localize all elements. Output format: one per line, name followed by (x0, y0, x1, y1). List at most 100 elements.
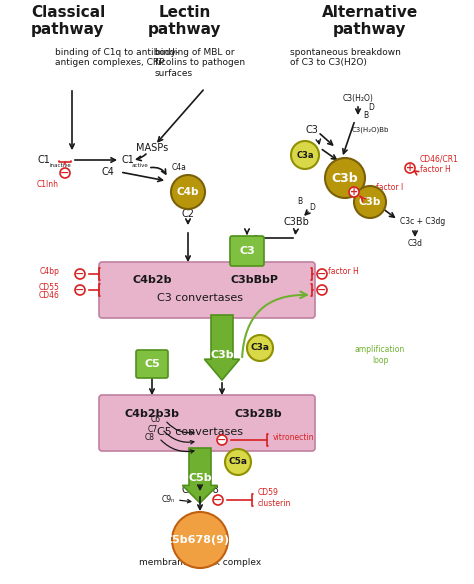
Text: factor H: factor H (328, 267, 359, 276)
FancyBboxPatch shape (99, 262, 315, 318)
Text: C8: C8 (145, 433, 155, 443)
Text: −: − (317, 269, 327, 279)
Text: C5b678(9)ₙ: C5b678(9)ₙ (165, 535, 235, 545)
Text: C3(H₂O): C3(H₂O) (343, 93, 374, 103)
Text: factor I: factor I (376, 182, 403, 192)
Text: C5: C5 (144, 359, 160, 369)
Text: +: + (406, 163, 414, 173)
FancyArrowPatch shape (414, 171, 419, 175)
FancyArrowPatch shape (320, 134, 333, 145)
Circle shape (247, 335, 273, 361)
Text: CD55: CD55 (39, 283, 60, 293)
Text: C4a: C4a (172, 164, 187, 172)
FancyArrowPatch shape (242, 291, 307, 357)
FancyBboxPatch shape (136, 350, 168, 378)
Text: inactive: inactive (50, 163, 72, 168)
Circle shape (291, 141, 319, 169)
Text: CD59
clusterin: CD59 clusterin (258, 488, 292, 507)
Text: C3b: C3b (332, 172, 358, 185)
Text: C4b2b3b: C4b2b3b (125, 409, 180, 419)
Text: Alternative
pathway: Alternative pathway (322, 5, 418, 37)
FancyArrowPatch shape (180, 499, 191, 503)
Circle shape (354, 186, 386, 218)
FancyArrowPatch shape (245, 229, 249, 234)
Circle shape (225, 449, 251, 475)
Text: vitronectin: vitronectin (273, 433, 315, 443)
Text: B: B (298, 197, 302, 207)
Text: C5a: C5a (228, 457, 247, 467)
FancyArrowPatch shape (151, 168, 166, 174)
Circle shape (75, 285, 85, 295)
FancyArrowPatch shape (150, 379, 154, 394)
FancyArrowPatch shape (164, 431, 194, 444)
FancyBboxPatch shape (230, 236, 264, 266)
Circle shape (217, 435, 227, 445)
Text: C3b2Bb: C3b2Bb (234, 409, 282, 419)
Text: D: D (368, 103, 374, 113)
Text: binding of C1q to antibody-
antigen complexes, CRP: binding of C1q to antibody- antigen comp… (55, 48, 179, 67)
FancyArrowPatch shape (161, 440, 194, 453)
Text: C2: C2 (182, 209, 194, 219)
Circle shape (172, 512, 228, 568)
Text: binding of MBL or
ficolins to pathogen
surfaces: binding of MBL or ficolins to pathogen s… (155, 48, 245, 78)
Text: C3(H₂O)Bb: C3(H₂O)Bb (352, 127, 389, 133)
Text: C1Inh: C1Inh (37, 180, 59, 189)
Text: C3a: C3a (296, 151, 314, 159)
Circle shape (349, 187, 359, 197)
Text: C4: C4 (101, 167, 114, 177)
Text: C3bBbP: C3bBbP (231, 275, 279, 285)
FancyArrowPatch shape (322, 150, 336, 159)
Text: +: + (350, 187, 358, 197)
FancyArrowPatch shape (70, 91, 74, 148)
Text: CD46/CR1
factor H: CD46/CR1 factor H (420, 154, 459, 173)
Text: membrane attack complex: membrane attack complex (139, 558, 261, 567)
FancyArrowPatch shape (186, 219, 190, 223)
FancyArrowPatch shape (413, 231, 417, 235)
FancyArrowPatch shape (186, 233, 190, 260)
Text: amplification
loop: amplification loop (355, 345, 405, 364)
FancyArrowPatch shape (245, 259, 249, 264)
FancyBboxPatch shape (99, 395, 315, 451)
FancyArrowPatch shape (384, 210, 394, 217)
Text: C4bp: C4bp (40, 267, 60, 276)
Circle shape (325, 158, 365, 198)
Circle shape (317, 269, 327, 279)
FancyArrowPatch shape (316, 139, 320, 144)
Text: C5 convertases: C5 convertases (157, 427, 243, 437)
Text: Lectin
pathway: Lectin pathway (148, 5, 222, 37)
Circle shape (213, 495, 223, 505)
Text: CD46: CD46 (39, 290, 60, 300)
Text: C9ₙ: C9ₙ (162, 495, 175, 505)
FancyArrowPatch shape (294, 229, 298, 234)
Text: spontaneous breakdown
of C3 to C3(H2O): spontaneous breakdown of C3 to C3(H2O) (290, 48, 401, 67)
Text: C1: C1 (37, 155, 50, 165)
Text: C1: C1 (122, 155, 135, 165)
Text: C3a: C3a (250, 343, 270, 353)
Text: C7: C7 (148, 425, 158, 433)
FancyArrowPatch shape (137, 154, 146, 161)
FancyArrowPatch shape (343, 123, 354, 154)
Text: C3d: C3d (408, 239, 422, 249)
FancyArrowPatch shape (123, 172, 163, 182)
Text: C3: C3 (306, 125, 319, 135)
FancyArrow shape (182, 448, 218, 503)
Text: C3b: C3b (210, 350, 234, 360)
Text: active: active (132, 163, 149, 168)
Text: C6: C6 (151, 415, 161, 425)
Circle shape (60, 168, 70, 178)
FancyArrowPatch shape (360, 196, 365, 201)
FancyArrowPatch shape (158, 90, 203, 141)
Text: C3b: C3b (359, 197, 381, 207)
Text: C4b: C4b (177, 187, 199, 197)
FancyArrowPatch shape (75, 158, 115, 162)
Text: C5b: C5b (188, 473, 212, 483)
Text: B: B (363, 110, 368, 120)
Circle shape (317, 285, 327, 295)
Text: −: − (75, 269, 85, 279)
FancyArrowPatch shape (198, 485, 202, 489)
FancyArrow shape (204, 315, 239, 380)
Text: −: − (217, 435, 227, 445)
Text: C3 convertases: C3 convertases (157, 293, 243, 303)
Text: Classical
pathway: Classical pathway (31, 5, 105, 37)
Circle shape (75, 269, 85, 279)
